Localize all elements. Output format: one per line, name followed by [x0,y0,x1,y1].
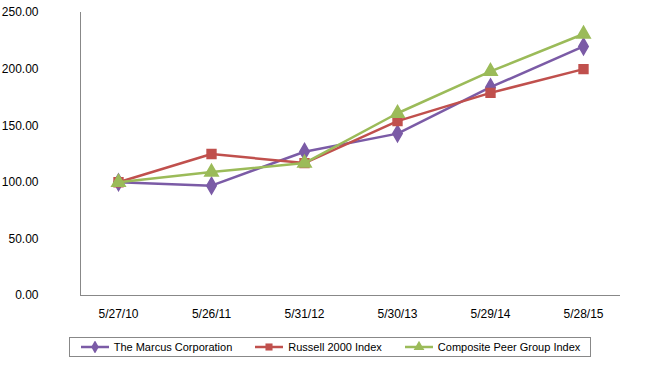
html-text:The Marcus Corporation: The Marcus Corporation [113,341,233,353]
svg-text:250.00: 250.00 [2,5,39,19]
svg-text:200.00: 200.00 [2,62,39,76]
svg-text:50.00: 50.00 [8,232,38,246]
svg-text:0.00: 0.00 [15,288,39,302]
svg-text:5/31/12: 5/31/12 [284,307,324,321]
svg-text:100.00: 100.00 [2,175,39,189]
svg-text:5/28/15: 5/28/15 [563,307,603,321]
html-text:Composite Peer Group Index: Composite Peer Group Index [437,341,581,353]
svg-text:150.00: 150.00 [2,119,39,133]
svg-text:5/30/13: 5/30/13 [377,307,417,321]
svg-text:5/26/11: 5/26/11 [192,307,231,321]
svg-text:5/29/14: 5/29/14 [470,307,510,321]
svg-text:5/27/10: 5/27/10 [98,307,138,321]
html-text:Russell 2000 Index: Russell 2000 Index [288,341,382,353]
